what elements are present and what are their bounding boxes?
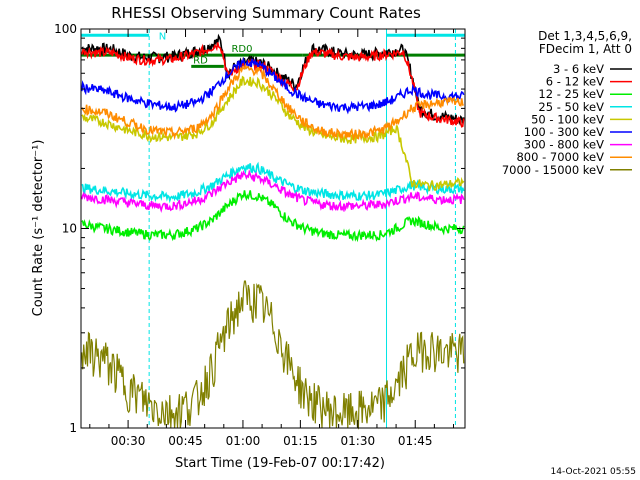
plot-area: N RD0 RD	[80, 29, 465, 430]
axes: 1 10 100 00:30 00:45 01:00 01:15 01:30 01:45	[54, 22, 465, 448]
legend-label: 7000 - 15000 keV	[502, 163, 604, 177]
series-trace-3-6-kev	[81, 33, 465, 126]
legend-header-line-1: Det 1,3,4,5,6,9,	[538, 29, 632, 43]
series-trace-800-7000-kev	[81, 62, 464, 142]
legend-label: 800 - 7000 keV	[516, 150, 604, 164]
flag-label-rd0: RD0	[231, 44, 252, 55]
legend-label: 6 - 12 keV	[546, 75, 604, 89]
legend-label: 100 - 300 keV	[524, 125, 604, 139]
series-trace-25-50-kev	[81, 161, 465, 204]
legend-header-line-2: FDecim 1, Att 0	[539, 42, 632, 56]
x-axis-label: Start Time (19-Feb-07 00:17:42)	[175, 456, 385, 471]
legend: Det 1,3,4,5,6,9, FDecim 1, Att 0 3 - 6 k…	[502, 29, 632, 177]
timestamp: 14-Oct-2021 05:55	[551, 467, 636, 477]
legend-label: 25 - 50 keV	[538, 100, 604, 114]
series-trace-300-800-kev	[81, 169, 465, 213]
legend-label: 12 - 25 keV	[538, 87, 604, 101]
series-trace-100-300-kev	[81, 56, 465, 115]
legend-label: 300 - 800 keV	[524, 138, 604, 152]
series-trace-12-25-kev	[81, 190, 465, 243]
y-axis-label: Count Rate (s⁻¹ detector⁻¹)	[31, 140, 46, 317]
x-tick-label: 00:45	[168, 434, 203, 448]
flag-label-rd: RD	[193, 55, 208, 66]
series-trace-6-12-kev	[81, 42, 465, 128]
y-tick-label: 10	[62, 222, 77, 236]
chart-title: RHESSI Observing Summary Count Rates	[111, 4, 421, 22]
series-trace-50-100-kev	[81, 75, 465, 193]
flag-label-n: N	[159, 31, 166, 42]
x-tick-label: 01:15	[283, 434, 318, 448]
legend-label: 50 - 100 keV	[531, 112, 604, 126]
legend-label: 3 - 6 keV	[553, 62, 604, 76]
x-tick-label: 01:45	[398, 434, 433, 448]
x-tick-label: 01:00	[226, 434, 261, 448]
series-trace-7000-15000-kev	[81, 280, 465, 430]
x-tick-label: 01:30	[341, 434, 376, 448]
x-tick-label: 00:30	[111, 434, 146, 448]
y-tick-label: 1	[69, 421, 77, 435]
y-tick-label: 100	[54, 22, 77, 36]
